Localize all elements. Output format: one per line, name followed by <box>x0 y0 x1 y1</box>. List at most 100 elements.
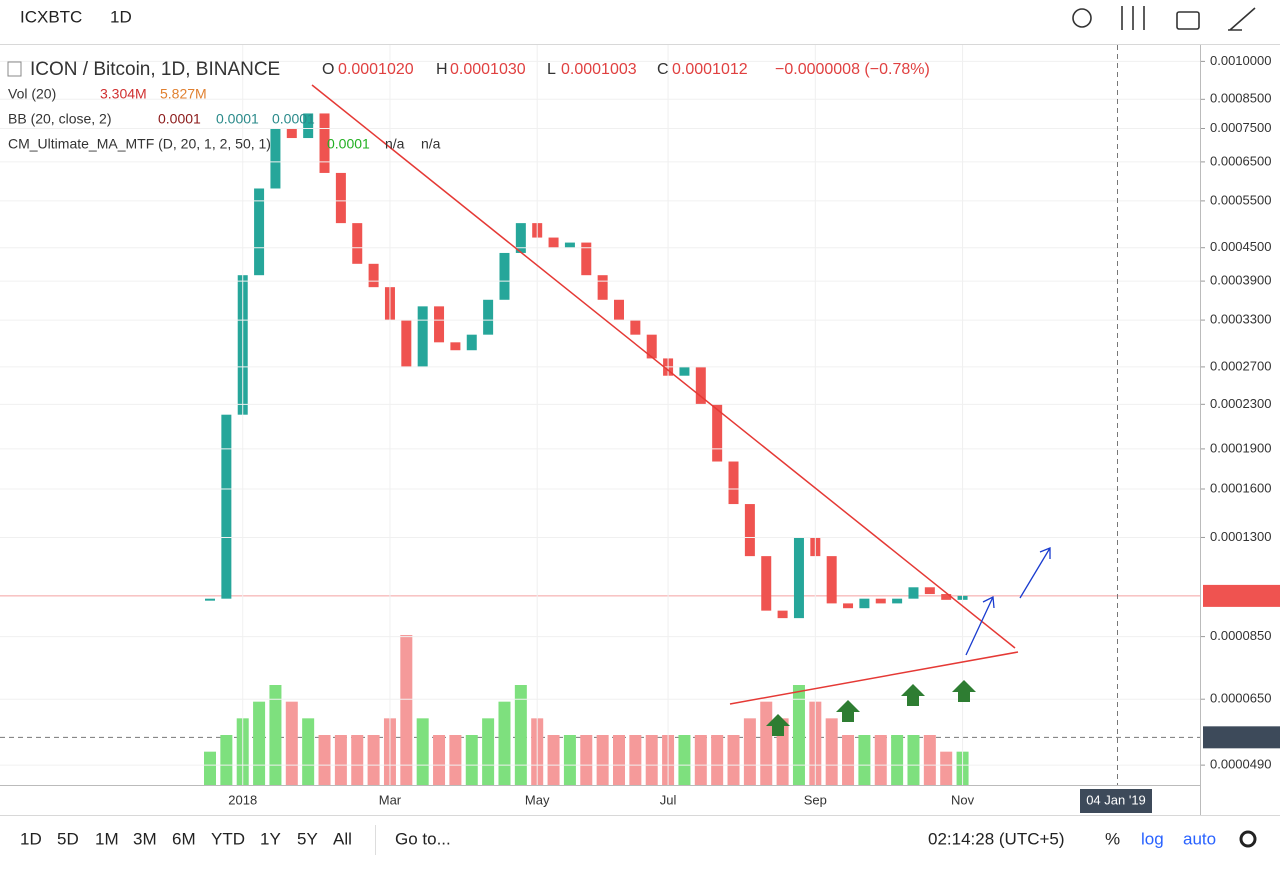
range-button[interactable]: 5D <box>57 829 79 848</box>
y-tick-label: 0.0004500 <box>1210 239 1271 254</box>
y-tick-label: 0.0000850 <box>1210 628 1271 643</box>
indicator-name[interactable]: BB (20, close, 2) <box>8 111 112 127</box>
candle <box>221 414 232 599</box>
candle <box>695 366 706 405</box>
candle <box>270 128 281 189</box>
volume-bar <box>940 751 953 785</box>
candle <box>777 610 788 619</box>
percent-toggle[interactable]: % <box>1105 829 1120 848</box>
volume-bar <box>792 685 805 785</box>
candle <box>499 252 510 300</box>
ohlc-label: L <box>547 61 556 78</box>
bottom-toolbar: 1D 5D 1M 3M 6M YTD 1Y 5Y All <box>20 829 352 848</box>
y-tick-label: 0.0006500 <box>1210 153 1271 168</box>
volume-bar <box>253 701 266 785</box>
goto-button[interactable]: Go to... <box>395 829 451 848</box>
clock: 02:14:28 (UTC+5) <box>928 829 1065 848</box>
auto-toggle[interactable]: auto <box>1183 829 1216 848</box>
ohlc-label: C <box>657 61 669 78</box>
x-tick-label: Mar <box>379 792 402 807</box>
trend-line[interactable] <box>729 651 1019 705</box>
candle <box>614 299 624 321</box>
candle <box>450 342 461 351</box>
up-arrow[interactable] <box>901 684 925 706</box>
range-button[interactable]: YTD <box>211 829 245 848</box>
volume-bar <box>269 685 282 785</box>
volume-bar <box>727 735 740 785</box>
ohlc-value: 0.0001012 <box>672 61 748 78</box>
symbol[interactable]: ICXBTC <box>20 7 82 26</box>
lock-icon[interactable] <box>1176 11 1200 30</box>
y-tick-label: 0.0003900 <box>1210 273 1271 288</box>
indicator-name[interactable]: Vol (20) <box>8 86 56 102</box>
up-arrow[interactable] <box>952 680 976 702</box>
indicator-name[interactable]: CM_Ultimate_MA_MTF (D, 20, 1, 2, 50, 1) <box>8 136 271 152</box>
y-tick-label: 0.0000490 <box>1210 757 1271 772</box>
volume-bar <box>563 735 576 785</box>
volume-bar <box>596 735 609 785</box>
candle <box>581 242 592 276</box>
volume-bar <box>907 735 920 785</box>
candle <box>892 598 903 604</box>
indicator-value: 0.0001 <box>327 136 370 152</box>
interval[interactable]: 1D <box>110 7 132 26</box>
trend-line[interactable] <box>311 84 1016 649</box>
indicator-value: 0.0001 <box>272 111 315 127</box>
range-button[interactable]: 6M <box>172 829 196 848</box>
volume-bar <box>842 735 855 785</box>
volume-bar <box>629 735 642 785</box>
x-tick-label: 2018 <box>228 792 257 807</box>
volume-bar <box>302 718 315 785</box>
volume-bar <box>743 718 756 785</box>
up-arrows <box>766 680 976 736</box>
range-button[interactable]: 5Y <box>297 829 318 848</box>
ohlc-value: 0.0001003 <box>561 61 637 78</box>
volume-bar <box>465 735 478 785</box>
up-arrow[interactable] <box>836 700 860 722</box>
y-tick-label: 0.0002300 <box>1210 396 1271 411</box>
y-tick-label: 0.0001600 <box>1210 480 1271 495</box>
volume-bar <box>547 735 560 785</box>
candle <box>859 598 870 609</box>
log-toggle[interactable]: log <box>1141 829 1164 848</box>
draw-icon[interactable] <box>1228 7 1256 31</box>
candle <box>679 366 690 376</box>
candle <box>483 299 494 335</box>
last-price-box <box>1203 584 1280 607</box>
up-arrow[interactable] <box>766 714 790 736</box>
volume-bar <box>891 735 904 785</box>
y-tick-label: 0.0001900 <box>1210 440 1271 455</box>
volume-bar <box>351 735 364 785</box>
volume-bar <box>449 735 462 785</box>
candle <box>630 320 641 335</box>
range-button[interactable]: All <box>333 829 352 848</box>
y-tick-label: 0.0002700 <box>1210 358 1271 373</box>
volume-bar <box>334 735 347 785</box>
collapse-box[interactable] <box>7 61 22 77</box>
settings-icon[interactable] <box>1239 830 1257 848</box>
volume-bar <box>711 735 724 785</box>
volume-bar <box>318 735 331 785</box>
candle <box>286 128 297 139</box>
indicator-value: n/a <box>385 136 405 152</box>
toolbar-icons <box>1072 6 1256 31</box>
alert-icon[interactable] <box>1072 8 1092 28</box>
candle <box>548 237 559 248</box>
range-button[interactable]: 1Y <box>260 829 281 848</box>
candle <box>335 172 346 224</box>
y-tick-label: 0.0003300 <box>1210 312 1271 327</box>
ohlc-value: 0.0001020 <box>338 61 414 78</box>
arrow-drawing[interactable] <box>965 547 1051 656</box>
range-button[interactable]: 1D <box>20 829 42 848</box>
range-button[interactable]: 3M <box>133 829 157 848</box>
legend-title: ICON / Bitcoin, 1D, BINANCE <box>30 59 280 80</box>
candle <box>205 598 215 601</box>
volume-bar <box>825 718 838 785</box>
candle <box>254 188 265 276</box>
volume-bar <box>367 735 380 785</box>
range-button[interactable]: 1M <box>95 829 119 848</box>
crosshair-price-box <box>1203 726 1280 749</box>
ohlc-label: O <box>322 61 334 78</box>
volume-bar <box>514 685 527 785</box>
x-tick-label: Sep <box>804 792 827 807</box>
